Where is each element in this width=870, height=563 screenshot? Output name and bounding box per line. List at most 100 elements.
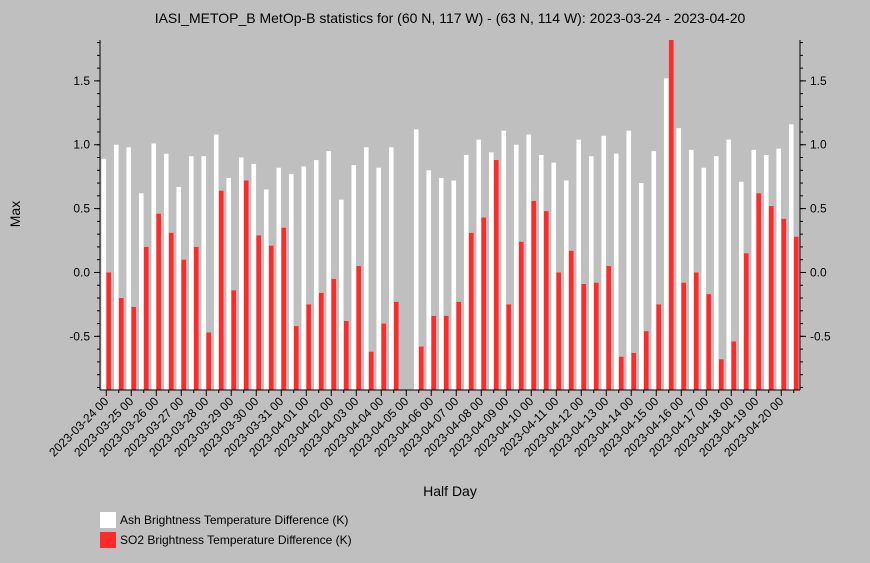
ash-bar-28 bbox=[451, 180, 457, 390]
so2-bar-7 bbox=[193, 246, 199, 390]
so2-bar-15 bbox=[293, 326, 299, 390]
so2-bar-32 bbox=[506, 304, 512, 390]
so2-bar-20 bbox=[356, 266, 362, 390]
so2-bar-3 bbox=[143, 246, 149, 390]
so2-bar-25 bbox=[418, 346, 424, 390]
so2-bar-17 bbox=[318, 292, 324, 390]
ash-bar-0 bbox=[101, 158, 107, 390]
ash-bar-32 bbox=[501, 130, 507, 390]
legend-swatch-ash bbox=[100, 512, 116, 528]
y-tick-label-left: 1.5 bbox=[73, 74, 90, 88]
y-tick-label-left: 1.0 bbox=[73, 138, 90, 152]
so2-bar-35 bbox=[543, 211, 549, 390]
ash-bar-43 bbox=[638, 183, 644, 390]
so2-bar-46 bbox=[681, 282, 687, 390]
legend-swatch-so2 bbox=[100, 532, 116, 548]
so2-bar-37 bbox=[568, 250, 574, 390]
so2-bar-19 bbox=[343, 321, 349, 390]
ash-bar-2 bbox=[126, 147, 132, 390]
ash-bar-25 bbox=[413, 129, 419, 391]
so2-bar-12 bbox=[256, 235, 262, 390]
y-axis-title: Max bbox=[7, 201, 23, 227]
so2-bar-26 bbox=[431, 315, 437, 390]
so2-bar-31 bbox=[493, 160, 499, 390]
so2-bar-30 bbox=[481, 217, 487, 390]
ash-bar-22 bbox=[376, 167, 382, 390]
ash-bar-10 bbox=[226, 177, 232, 390]
so2-bar-47 bbox=[693, 272, 699, 390]
ash-bar-35 bbox=[538, 154, 544, 390]
ash-bar-33 bbox=[513, 144, 519, 390]
so2-bar-54 bbox=[781, 218, 787, 390]
legend-label-ash: Ash Brightness Temperature Difference (K… bbox=[120, 513, 348, 527]
so2-bar-52 bbox=[756, 193, 762, 390]
ash-bar-1 bbox=[113, 144, 119, 390]
so2-bar-55 bbox=[793, 236, 799, 390]
so2-bar-36 bbox=[556, 272, 562, 390]
ash-bar-23 bbox=[388, 147, 394, 390]
ash-bar-31 bbox=[488, 152, 494, 390]
so2-bar-6 bbox=[181, 259, 187, 390]
so2-bar-14 bbox=[281, 227, 287, 390]
so2-bar-27 bbox=[443, 315, 449, 390]
ash-bar-42 bbox=[626, 130, 632, 390]
so2-bar-39 bbox=[593, 282, 599, 390]
ash-bar-30 bbox=[476, 139, 482, 390]
so2-bar-38 bbox=[581, 283, 587, 390]
so2-bar-21 bbox=[368, 351, 374, 390]
ash-bar-44 bbox=[651, 151, 657, 390]
ash-bar-3 bbox=[138, 193, 144, 390]
ash-bar-39 bbox=[588, 156, 594, 390]
so2-bar-9 bbox=[218, 190, 224, 390]
y-axis-right: -0.5 0.0 0.5 1.0 1.5 bbox=[799, 40, 831, 390]
so2-bar-28 bbox=[456, 301, 462, 390]
ash-bar-50 bbox=[726, 139, 732, 390]
y-tick-label-right: -0.5 bbox=[810, 329, 831, 343]
x-axis-title: Half Day bbox=[423, 483, 477, 499]
ash-bar-37 bbox=[563, 180, 569, 390]
ash-bar-6 bbox=[176, 186, 182, 390]
so2-bar-10 bbox=[231, 290, 237, 390]
y-tick-label-left: -0.5 bbox=[69, 329, 90, 343]
so2-bar-16 bbox=[306, 304, 312, 390]
y-tick-label-left: 0.0 bbox=[73, 265, 90, 279]
ash-bar-51 bbox=[738, 181, 744, 390]
ash-bar-7 bbox=[188, 156, 194, 390]
ash-bar-11 bbox=[238, 157, 244, 390]
so2-bar-33 bbox=[518, 241, 524, 390]
so2-bar-43 bbox=[643, 331, 649, 390]
ash-bar-16 bbox=[301, 166, 307, 390]
ash-bar-9 bbox=[213, 134, 219, 390]
ash-bar-41 bbox=[613, 153, 619, 390]
ash-bar-21 bbox=[363, 147, 369, 390]
so2-bar-42 bbox=[631, 352, 637, 390]
so2-bar-48 bbox=[706, 294, 712, 390]
ash-bar-48 bbox=[701, 167, 707, 390]
so2-bar-2 bbox=[131, 306, 137, 390]
legend: Ash Brightness Temperature Difference (K… bbox=[100, 512, 352, 548]
ash-bar-8 bbox=[201, 156, 207, 390]
ash-bar-5 bbox=[163, 153, 169, 390]
so2-bar-18 bbox=[331, 278, 337, 390]
ash-bar-14 bbox=[276, 167, 282, 390]
ash-bar-49 bbox=[713, 156, 719, 390]
so2-bar-1 bbox=[118, 298, 124, 390]
so2-bar-4 bbox=[156, 213, 162, 390]
ash-bar-19 bbox=[338, 199, 344, 390]
y-tick-label-right: 0.5 bbox=[810, 202, 827, 216]
so2-bar-49 bbox=[718, 359, 724, 390]
y-tick-label-right: 0.0 bbox=[810, 265, 827, 279]
ash-bar-26 bbox=[426, 170, 432, 390]
so2-bar-5 bbox=[168, 232, 174, 390]
ash-bar-38 bbox=[576, 139, 582, 390]
ash-bar-12 bbox=[251, 163, 257, 390]
ash-bar-34 bbox=[526, 134, 532, 390]
ash-bar-52 bbox=[751, 149, 757, 390]
so2-bar-45 bbox=[668, 40, 674, 390]
y-tick-label-right: 1.5 bbox=[810, 74, 827, 88]
ash-bar-4 bbox=[151, 143, 157, 390]
ash-bar-54 bbox=[776, 148, 782, 390]
ash-bar-20 bbox=[351, 165, 357, 390]
